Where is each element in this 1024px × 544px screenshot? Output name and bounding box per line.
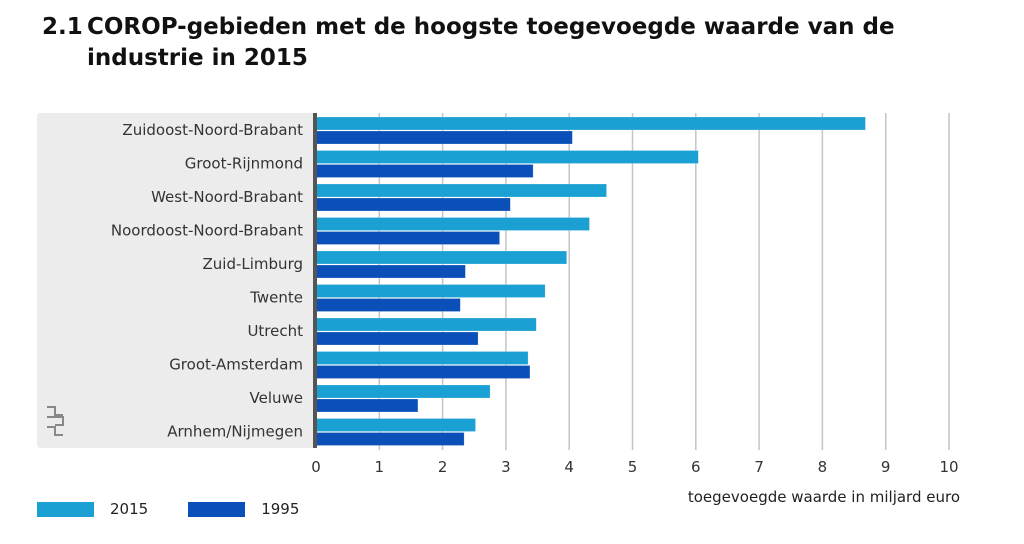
bar-2015 xyxy=(315,116,866,131)
x-tick-label: 8 xyxy=(818,458,828,476)
x-axis-title: toegevoegde waarde in miljard euro xyxy=(687,488,960,506)
category-label: Zuidoost-Noord-Brabant xyxy=(122,121,303,139)
bar-1995 xyxy=(315,231,500,245)
bar-2015 xyxy=(315,150,699,164)
x-tick-label: 9 xyxy=(881,458,891,476)
category-label: Utrecht xyxy=(247,322,303,340)
category-label: Groot-Amsterdam xyxy=(169,355,303,373)
x-tick-label: 10 xyxy=(939,458,958,476)
legend-item-2015: 2015 xyxy=(37,500,148,518)
plot-label-background xyxy=(37,113,316,448)
y-axis-line xyxy=(313,113,317,448)
title-line-2: industrie in 2015 xyxy=(87,45,308,71)
bar-1995 xyxy=(315,298,461,312)
legend-item-1995: 1995 xyxy=(188,500,299,518)
x-tick-label: 2 xyxy=(438,458,448,476)
bar-1995 xyxy=(315,365,531,379)
bar-2015 xyxy=(315,418,476,432)
bar-2015 xyxy=(315,284,546,298)
bar-1995 xyxy=(315,130,573,145)
category-label: Veluwe xyxy=(250,389,304,407)
bar-1995 xyxy=(315,331,479,346)
category-label: Groot-Rijnmond xyxy=(185,154,303,172)
cbs-logo xyxy=(47,406,64,436)
bar-2015 xyxy=(315,317,537,332)
x-tick-label: 7 xyxy=(754,458,764,476)
legend: 2015 1995 xyxy=(37,500,299,518)
bar-2015 xyxy=(315,183,607,198)
title-line-1: COROP-gebieden met de hoogste toegevoegd… xyxy=(87,14,895,40)
bar-1995 xyxy=(315,164,534,178)
legend-label: 2015 xyxy=(110,500,149,518)
legend-label: 1995 xyxy=(261,500,300,518)
x-tick-label: 5 xyxy=(628,458,638,476)
category-label: Zuid-Limburg xyxy=(203,255,303,273)
chart-title: 2.1 COROP-gebieden met de hoogste toegevo… xyxy=(42,12,895,74)
category-label: Arnhem/Nijmegen xyxy=(167,422,303,440)
x-tick-label: 4 xyxy=(564,458,574,476)
bar-2015 xyxy=(315,351,529,365)
x-tick-label: 1 xyxy=(375,458,385,476)
x-tick-label: 0 xyxy=(311,458,321,476)
legend-swatch-2015 xyxy=(37,501,94,517)
category-label: West-Noord-Brabant xyxy=(151,188,303,206)
bar-1995 xyxy=(315,432,465,446)
bar-1995 xyxy=(315,197,511,212)
bar-2015 xyxy=(315,384,491,399)
legend-swatch-1995 xyxy=(188,501,246,517)
title-number: 2.1 xyxy=(42,14,83,40)
bar-1995 xyxy=(315,264,466,279)
bar-2015 xyxy=(315,250,567,265)
category-label: Noordoost-Noord-Brabant xyxy=(111,221,303,239)
bar-2015 xyxy=(315,217,590,231)
x-tick-label: 6 xyxy=(691,458,701,476)
x-tick-label: 3 xyxy=(501,458,511,476)
category-label: Twente xyxy=(249,288,303,306)
bar-1995 xyxy=(315,398,419,413)
